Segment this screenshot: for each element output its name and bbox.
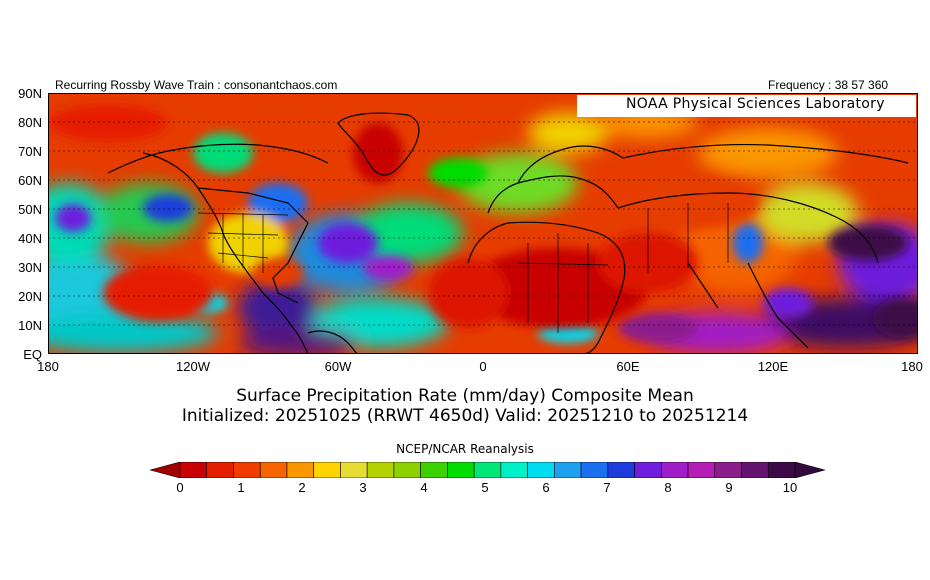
colorbar-tick-label: 3 <box>359 480 367 495</box>
lon-label: 120W <box>176 359 210 374</box>
colorbar-swatch <box>206 462 234 478</box>
colorbar-tick-label: 4 <box>420 480 428 495</box>
coastlines <box>107 112 909 354</box>
colorbar-swatch <box>687 462 716 478</box>
colorbar-swatch <box>661 462 689 478</box>
colorbar-tick-label: 2 <box>298 480 306 495</box>
colorbar-tick-label: 1 <box>237 480 245 495</box>
colorbar-swatch <box>420 462 448 478</box>
colorbar-swatch <box>714 462 742 478</box>
colorbar-swatch <box>554 462 582 478</box>
colorbar-tick-label: 10 <box>782 480 798 495</box>
lat-label: 90N <box>18 86 42 101</box>
lat-label: 10N <box>18 318 42 333</box>
data-source-label: NCEP/NCAR Reanalysis <box>396 442 534 456</box>
borders <box>197 203 729 333</box>
lat-label: 80N <box>18 115 42 130</box>
lon-label: 60E <box>616 359 640 374</box>
colorbar-swatch <box>233 462 261 478</box>
header-right-text: Frequency : 38 57 360 <box>768 78 889 92</box>
lat-label: 20N <box>18 289 42 304</box>
map-border <box>48 93 918 354</box>
colorbar-swatch <box>634 462 662 478</box>
colorbar-arrow-right <box>794 462 825 478</box>
colorbar-swatch <box>527 462 555 478</box>
lat-label: EQ <box>23 347 42 362</box>
colorbar-tick-label: 9 <box>725 480 733 495</box>
graticule <box>48 121 918 326</box>
colorbar-swatch <box>393 462 421 478</box>
lon-label: 120E <box>757 359 789 374</box>
header-left-text: Recurring Rossby Wave Train : consonantc… <box>55 78 338 92</box>
colorbar-swatch <box>447 462 475 478</box>
map-title: Surface Precipitation Rate (mm/day) Comp… <box>236 386 694 406</box>
colorbar-tick-label: 8 <box>664 480 672 495</box>
credit-box <box>577 95 916 117</box>
colorbar-swatch <box>607 462 635 478</box>
lat-label: 60N <box>18 173 42 188</box>
colorbar-tick-label: 5 <box>481 480 489 495</box>
lat-label: 50N <box>18 202 42 217</box>
colorbar-swatch <box>340 462 368 478</box>
colorbar-swatch <box>286 462 314 478</box>
colorbar-tick-label: 6 <box>542 480 550 495</box>
credit-text: NOAA Physical Sciences Laboratory <box>626 96 885 112</box>
colorbar-swatch <box>500 462 528 478</box>
colorbar-swatch <box>580 462 609 478</box>
colorbar-swatch <box>767 462 796 478</box>
lat-label: 40N <box>18 231 42 246</box>
lon-label: 60W <box>324 359 352 374</box>
lat-label: 30N <box>18 260 42 275</box>
colorbar <box>150 462 825 478</box>
colorbar-swatch <box>473 462 502 478</box>
colorbar-swatch <box>313 462 341 478</box>
colorbar-tick-label: 7 <box>603 480 611 495</box>
lon-label: 180 <box>37 359 59 374</box>
colorbar-swatch <box>366 462 395 478</box>
precipitation-map <box>48 93 918 354</box>
colorbar-arrow-left <box>150 462 181 478</box>
colorbar-swatch <box>259 462 288 478</box>
map-subtitle: Initialized: 20251025 (RRWT 4650d) Valid… <box>181 406 749 426</box>
lon-label: 180 <box>901 359 923 374</box>
colorbar-swatch <box>741 462 769 478</box>
colorbar-swatch <box>179 462 208 478</box>
lon-label: 0 <box>479 359 487 374</box>
lat-label: 70N <box>18 144 42 159</box>
colorbar-tick-label: 0 <box>176 480 184 495</box>
